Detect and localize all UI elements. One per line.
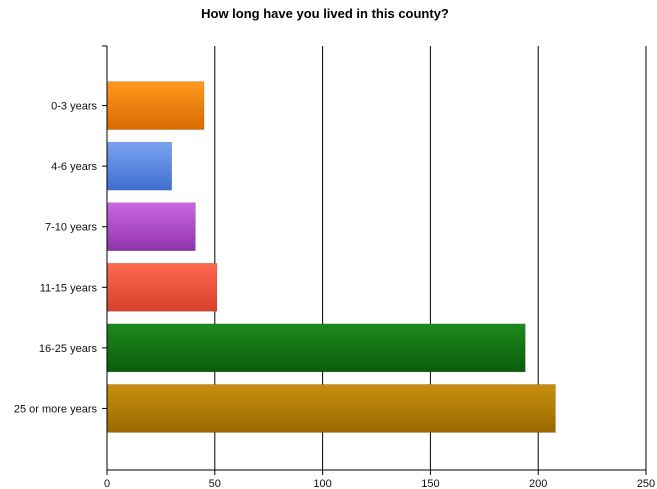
bar-11-15-years <box>106 263 218 312</box>
x-tick-label: 0 <box>104 478 110 489</box>
bar-25-or-more-years <box>106 384 556 433</box>
y-tick-label: 4-6 years <box>51 161 97 173</box>
x-tick-label: 200 <box>529 478 547 489</box>
y-tick-label: 0-3 years <box>51 101 97 113</box>
bar-0-3-years <box>106 81 205 130</box>
x-tick-label: 100 <box>313 478 331 489</box>
bar-16-25-years <box>106 323 526 373</box>
x-tick-label: 150 <box>421 478 439 489</box>
y-tick-label: 7-10 years <box>45 222 97 234</box>
y-tick-label: 25 or more years <box>14 403 98 415</box>
bars <box>106 81 556 433</box>
x-tick-label: 50 <box>209 478 221 489</box>
bar-7-10-years <box>106 202 196 251</box>
y-tick-label: 11-15 years <box>40 282 98 294</box>
y-tick-label: 16-25 years <box>39 343 98 355</box>
x-tick-label: 250 <box>637 478 655 489</box>
axes <box>102 45 647 475</box>
tick-labels: 0 50 100 150 200 250 0-3 years 4-6 years 7-10 ye… <box>14 101 655 489</box>
bar-4-6-years <box>106 141 172 191</box>
chart-title: How long have you lived in this county? <box>201 6 449 21</box>
